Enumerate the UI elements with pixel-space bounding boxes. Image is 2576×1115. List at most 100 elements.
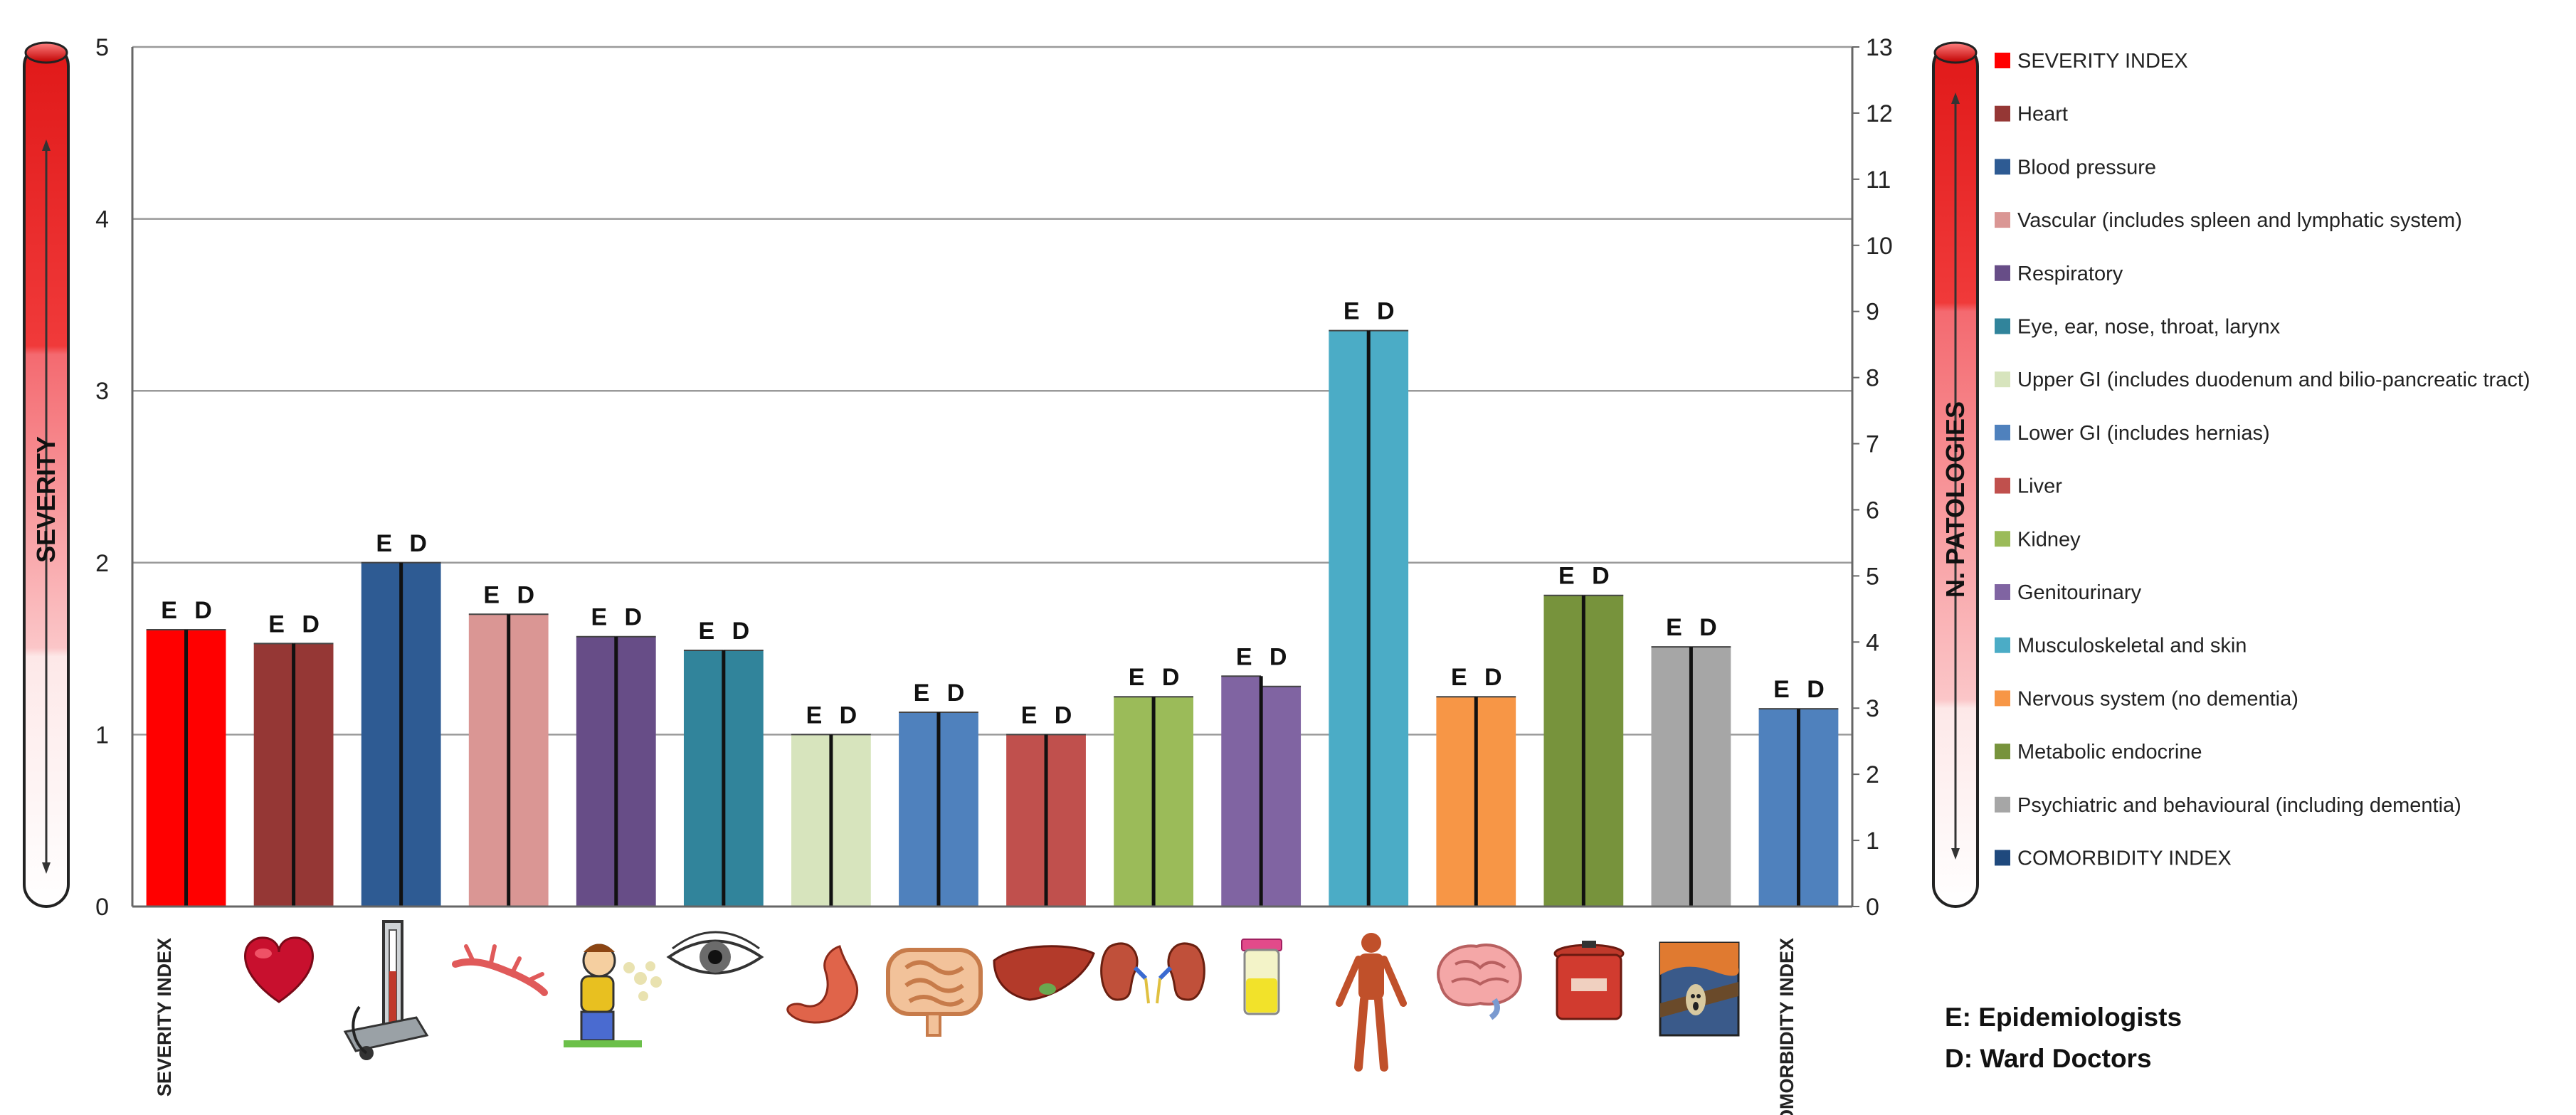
bar-label-d: D (1377, 298, 1395, 325)
bar-label-d: D (1269, 643, 1287, 670)
intestine-icon (886, 948, 983, 1037)
legend-item: COMORBIDITY INDEX (1995, 847, 2232, 870)
bar-d (1154, 697, 1193, 907)
bar-d (1261, 686, 1302, 907)
bar-e (791, 734, 831, 907)
bar-d (401, 562, 441, 907)
left-axis-ticks: 0 1 2 3 4 5 (95, 34, 109, 921)
sugar-jar-icon (1553, 941, 1625, 1020)
bar-label-d: D (732, 618, 750, 645)
legend-item: Upper GI (includes duodenum and bilio-pa… (1995, 369, 2530, 391)
bar-label-e: E (1558, 563, 1575, 590)
bar-label-d: D (625, 604, 643, 631)
heart-icon (244, 936, 314, 1003)
pathologies-gauge-label: N. PATOLOGIES (1941, 401, 1970, 598)
legend-item: Respiratory (1995, 263, 2123, 285)
bar-e (1758, 709, 1799, 907)
anatomy-figure-icon (1336, 933, 1407, 1072)
severity-arrow-up (42, 139, 51, 151)
severity-gauge: SEVERITY (23, 41, 70, 908)
legend-label: Genitourinary (2017, 581, 2142, 604)
note-epidemiologists: E: Epidemiologists (1945, 1003, 2182, 1032)
legend-label: Vascular (includes spleen and lymphatic … (2017, 209, 2462, 232)
legend-swatch (1995, 796, 2010, 813)
bar-e (468, 614, 509, 907)
severity-gauge-label: SEVERITY (31, 436, 60, 563)
right-tick-label: 13 (1866, 34, 1893, 61)
bar-e (1329, 330, 1369, 907)
legend-label: Heart (2017, 103, 2068, 126)
legend-swatch (1995, 371, 2010, 388)
right-tick-label: 5 (1866, 563, 1879, 590)
brain-icon (1437, 944, 1522, 1020)
bar-label-e: E (699, 618, 715, 645)
pathologies-gauge: N. PATOLOGIES (1932, 41, 1979, 908)
bar-label-e: E (1236, 643, 1252, 670)
legend-item: Nervous system (no dementia) (1995, 687, 2298, 710)
legend-swatch (1995, 744, 2010, 760)
bar-label-e: E (483, 581, 500, 608)
legend-label: Liver (2017, 475, 2062, 498)
pathologies-arrow-up (1951, 93, 1960, 104)
legend-swatch (1995, 105, 2010, 122)
bar-label-e: E (1021, 702, 1038, 729)
right-tick-label: 7 (1866, 431, 1879, 458)
left-tick-label: 2 (95, 550, 109, 577)
legend-item: Metabolic endocrine (1995, 741, 2202, 763)
bar-e (253, 643, 294, 907)
legend-swatch (1995, 53, 2010, 68)
legend-label: Respiratory (2017, 263, 2123, 285)
liver-icon (993, 945, 1095, 1001)
bar-d (186, 630, 226, 907)
legend-swatch (1995, 424, 2010, 440)
urine-sample-icon (1241, 939, 1282, 1015)
legend-item: Psychiatric and behavioural (including d… (1995, 794, 2461, 817)
legend-label: Metabolic endocrine (2017, 741, 2202, 763)
bar-label-e: E (376, 530, 392, 557)
bar-label-e: E (268, 611, 285, 638)
bar-e (1543, 595, 1584, 907)
vascular-icon (452, 944, 548, 996)
legend-swatch (1995, 690, 2010, 707)
bar-label-d: D (517, 581, 534, 608)
bar-label-e: E (1451, 664, 1467, 691)
bar-d (723, 650, 764, 907)
bar-d (1476, 697, 1516, 907)
bar-e (146, 630, 186, 907)
right-tick-label: 3 (1866, 695, 1879, 722)
respiratory-icon (564, 944, 662, 1047)
bar-e (576, 636, 616, 907)
legend-swatch (1995, 477, 2010, 494)
legend-item: Genitourinary (1995, 581, 2142, 604)
legend-label: SEVERITY INDEX (2017, 50, 2188, 73)
legend-swatch (1995, 318, 2010, 334)
bar-label-e: E (1773, 676, 1790, 703)
pathologies-arrow-down (1951, 848, 1960, 860)
bar-label-d: D (947, 680, 965, 707)
bar-label-e: E (591, 604, 607, 631)
legend-label: Eye, ear, nose, throat, larynx (2017, 316, 2281, 339)
legend-label: Upper GI (includes duodenum and bilio-pa… (2017, 369, 2530, 391)
legend-item: Vascular (includes spleen and lymphatic … (1995, 209, 2462, 232)
legend-swatch (1995, 531, 2010, 547)
scream-painting-icon (1659, 941, 1740, 1037)
legend-label: Psychiatric and behavioural (including d… (2017, 794, 2461, 817)
legend-item: Heart (1995, 103, 2068, 126)
legend-item: Lower GI (includes hernias) (1995, 422, 2270, 445)
bar-d (830, 734, 871, 907)
bar-label-d: D (1592, 563, 1610, 590)
bar-d (616, 636, 656, 907)
bar-e (1651, 647, 1691, 907)
bar-label-e: E (1129, 664, 1145, 691)
bar-label-e: E (161, 597, 177, 624)
